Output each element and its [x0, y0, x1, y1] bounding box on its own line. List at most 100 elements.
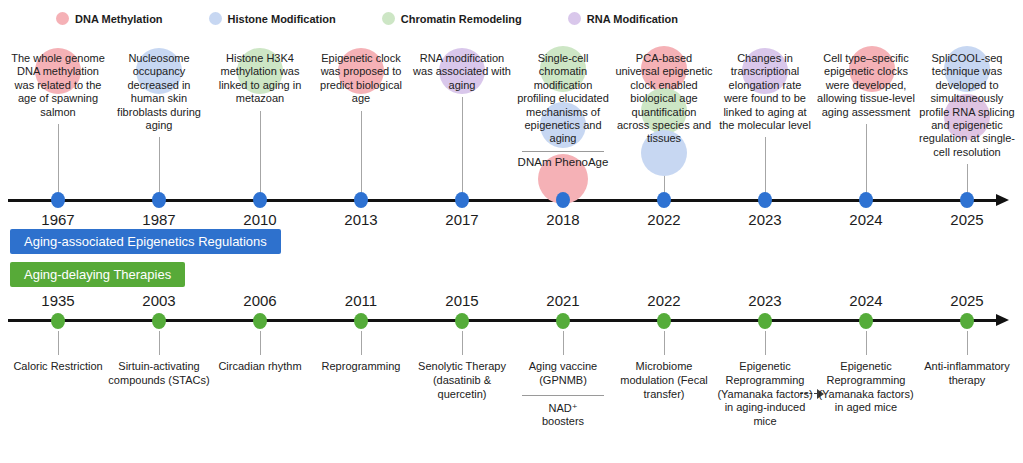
year-label: 2006 [243, 292, 276, 309]
timeline-dot [152, 192, 166, 208]
epigenetics-aging-timeline-figure: DNA Methylation Histone Modification Chr… [0, 0, 1023, 463]
connector-line [866, 124, 867, 200]
epigenetics-event-1987: Nucleosome occupancy decreased in human … [110, 52, 208, 200]
legend: DNA Methylation Histone Modification Chr… [56, 12, 678, 25]
year-label: 2025 [950, 292, 983, 309]
legend-label: Chromatin Remodeling [401, 13, 522, 25]
epigenetics-event-2025: SpliCOOL-seq technique was developed to … [918, 52, 1016, 200]
therapy-text: Anti-inflammatory therapy [915, 360, 1019, 388]
connector-line [866, 331, 867, 355]
legend-label: Histone Modification [228, 13, 336, 25]
event-text: Changes in transcriptional elongation ra… [716, 52, 814, 132]
year-label: 2017 [445, 211, 478, 228]
event-text: Cell type–specific epigenetic clocks wer… [817, 52, 915, 119]
therapy-event-2006: 2006 Circadian rhythm [208, 320, 312, 374]
legend-item-dna-methylation: DNA Methylation [56, 12, 163, 25]
connector-line [58, 124, 59, 200]
epigenetics-event-2022: PCA-based universal epigenetic clock ena… [615, 52, 713, 200]
year-label: 2023 [748, 292, 781, 309]
therapy-text: Epigenetic Reprogramming (Yamanaka facto… [816, 360, 916, 415]
year-label: 1935 [41, 292, 74, 309]
therapy-text: Reprogramming [322, 360, 401, 374]
connector-line [159, 331, 160, 355]
connector-line [967, 331, 968, 355]
therapy-event-2024: 2024 Epigenetic Reprogramming (Yamanaka … [814, 320, 918, 415]
therapy-text: Caloric Restriction [13, 360, 102, 374]
timeline-dot [556, 192, 570, 208]
divider-line [522, 395, 604, 396]
year-label: 2023 [748, 211, 781, 228]
epigenetics-event-2023: Changes in transcriptional elongation ra… [716, 52, 814, 200]
timeline-dot [253, 192, 267, 208]
timeline-dot [758, 313, 772, 329]
legend-item-histone-modification: Histone Modification [209, 12, 336, 25]
chromatin-remodeling-icon [382, 12, 395, 25]
event-text: Histone H3K4 methylation was linked to a… [211, 52, 309, 106]
therapy-event-2015: 2015 Senolytic Therapy (dasatinib & quer… [410, 320, 514, 401]
year-label: 2024 [849, 292, 882, 309]
year-label: 2010 [243, 211, 276, 228]
connector-line [58, 331, 59, 355]
connector-line [765, 137, 766, 200]
connector-line [260, 111, 261, 200]
year-label: 2022 [647, 292, 680, 309]
timeline-dot [556, 313, 570, 329]
therapy-text: Epigenetic Reprogramming (Yamanaka facto… [715, 360, 815, 429]
connector-line [462, 331, 463, 355]
therapy-sub-text: NAD⁺ boosters [533, 402, 593, 430]
event-sub-text: DNAm PhenoAge [518, 156, 609, 168]
therapy-event-2022: 2022 Microbiome modulation (Fecal transf… [612, 320, 716, 401]
dna-methylation-icon [56, 12, 69, 25]
year-label: 2018 [546, 211, 579, 228]
connector-line [664, 331, 665, 355]
timeline-dot [354, 192, 368, 208]
year-label: 2013 [344, 211, 377, 228]
epigenetics-event-2018: Single-cell chromatin modification profi… [514, 52, 612, 200]
therapy-text: Circadian rhythm [218, 360, 301, 374]
timeline-dot [960, 192, 974, 208]
year-label: 1987 [142, 211, 175, 228]
timeline-dot [859, 192, 873, 208]
therapy-event-2003: 2003 Sirtuin-activating compounds (STACs… [107, 320, 211, 388]
timeline-dot [657, 313, 671, 329]
timeline-dot [455, 192, 469, 208]
legend-item-chromatin-remodeling: Chromatin Remodeling [382, 12, 522, 25]
epigenetics-event-2010: Histone H3K4 methylation was linked to a… [211, 52, 309, 200]
legend-item-rna-modification: RNA Modification [568, 12, 678, 25]
timeline-dot [51, 192, 65, 208]
year-label: 2015 [445, 292, 478, 309]
histone-modification-icon [209, 12, 222, 25]
timeline-dot [455, 313, 469, 329]
therapy-text: Microbiome modulation (Fecal transfer) [612, 360, 716, 401]
therapy-event-2025: 2025 Anti-inflammatory therapy [915, 320, 1019, 388]
therapy-event-1935: 1935 Caloric Restriction [6, 320, 110, 374]
divider-line [522, 151, 604, 152]
year-label: 2011 [345, 292, 377, 309]
connector-line [361, 331, 362, 355]
event-text: PCA-based universal epigenetic clock ena… [615, 52, 713, 146]
therapy-event-2021: 2021 Aging vaccine (GPNMB) NAD⁺ boosters [511, 320, 615, 429]
year-label: 2024 [849, 211, 882, 228]
therapies-section-banner: Aging-delaying Therapies [10, 262, 185, 287]
year-label: 2022 [647, 211, 680, 228]
therapy-text: Senolytic Therapy (dasatinib & quercetin… [418, 360, 506, 401]
timeline-dot [152, 313, 166, 329]
event-text: RNA modification was associated with agi… [413, 52, 511, 92]
epigenetics-event-2017: RNA modification was associated with agi… [413, 52, 511, 200]
legend-label: DNA Methylation [75, 13, 163, 25]
event-text: Epigenetic clock was proposed to predict… [312, 52, 410, 106]
legend-label: RNA Modification [587, 13, 678, 25]
event-text: Nucleosome occupancy decreased in human … [110, 52, 208, 132]
therapy-text: Aging vaccine (GPNMB) [511, 360, 615, 388]
connector-line [765, 331, 766, 355]
year-label: 1967 [41, 211, 74, 228]
timeline-dot [657, 192, 671, 208]
timeline-dot [758, 192, 772, 208]
event-text: SpliCOOL-seq technique was developed to … [918, 52, 1016, 159]
therapy-event-2011: 2011 Reprogramming [309, 320, 413, 374]
connector-line [361, 111, 362, 200]
connector-line [563, 331, 564, 355]
year-label: 2003 [142, 292, 175, 309]
rna-modification-icon [568, 12, 581, 25]
timeline-dot [354, 313, 368, 329]
